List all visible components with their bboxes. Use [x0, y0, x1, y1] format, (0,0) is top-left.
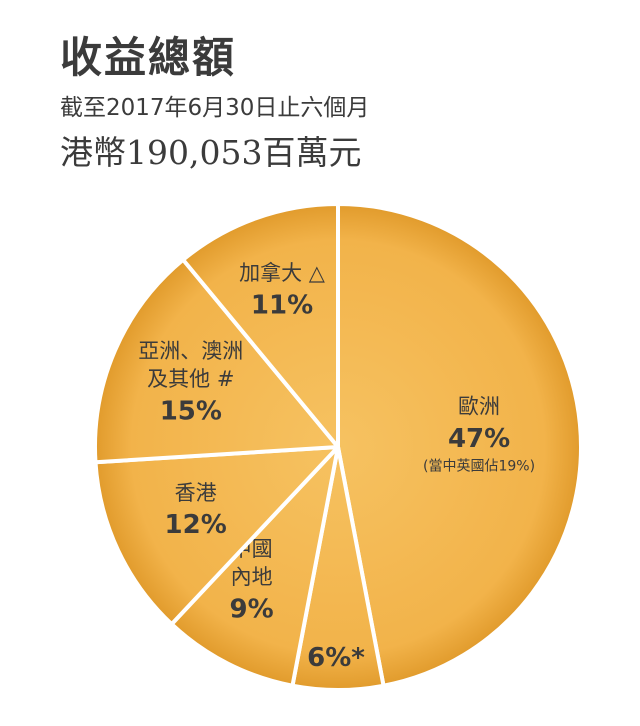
page-title: 收益總額 [60, 33, 237, 82]
pie-slice-5 [181, 202, 340, 449]
slice-note-0: (當中英國佔19%) [423, 457, 535, 474]
pie-slice-3 [93, 445, 340, 627]
slice-label-4-line-0: 亞洲、澳洲 [138, 339, 243, 363]
pie-slice-2 [169, 445, 340, 688]
slice-label-0-line-0: 歐洲 [458, 395, 500, 419]
slice-label-3-line-0: 香港 [175, 481, 217, 505]
period-subtitle: 截至2017年6月30日止六個月 [60, 95, 370, 121]
slice-label-5-line-0: 加拿大 △ [239, 261, 326, 285]
slice-value-label-4: 15% [160, 396, 222, 426]
slice-label-4-line-1: 及其他 # [147, 367, 234, 391]
slice-value-label-5: 11% [251, 290, 313, 320]
slice-value-label-2: 9% [230, 594, 274, 624]
slice-value-label-1: 6%* [307, 643, 365, 673]
pie-slice-4 [93, 257, 340, 465]
slice-value-label-0: 47% [448, 424, 510, 454]
pie-slice-0 [336, 202, 583, 688]
slice-value-label-3: 12% [165, 510, 227, 540]
revenue-total: 港幣190,053百萬元 [60, 133, 362, 172]
slice-label-2-line-1: 內地 [231, 565, 273, 589]
